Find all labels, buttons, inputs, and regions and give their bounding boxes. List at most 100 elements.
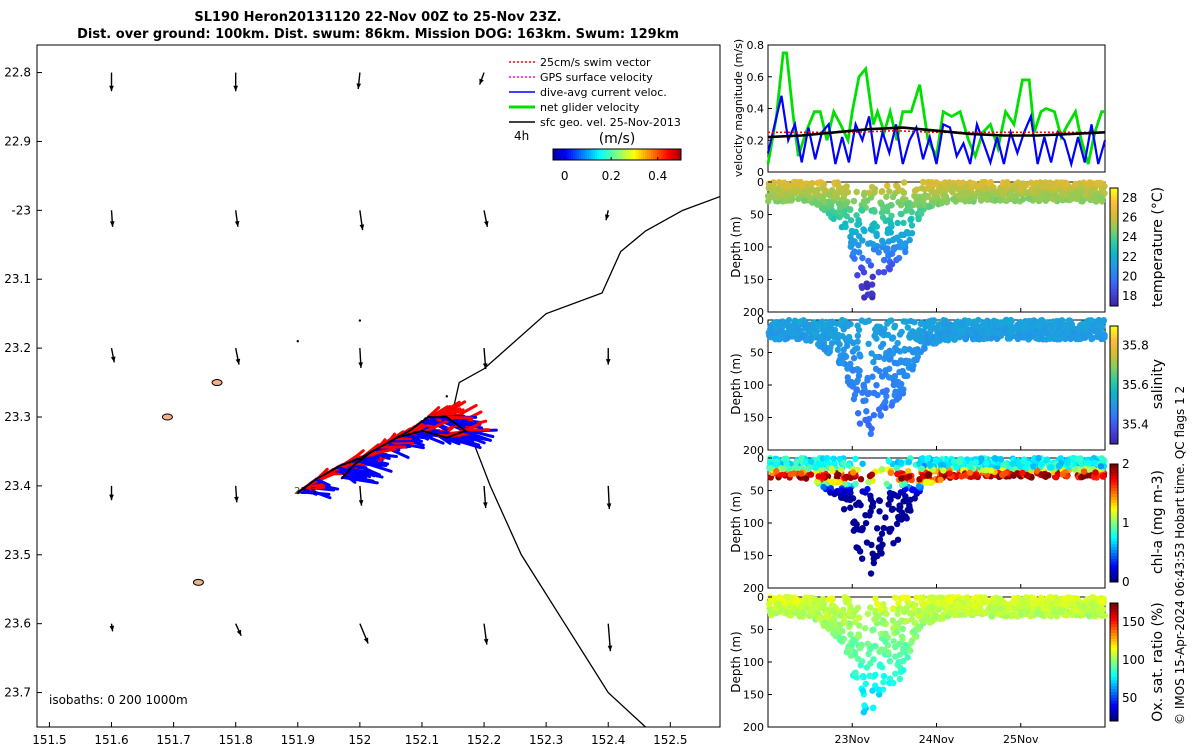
section-colorbar-swatch [1110,288,1118,292]
section-data-dot [959,327,967,335]
section-colorbar-swatch [1110,511,1118,515]
colorbar-swatch [553,149,556,160]
geo-vector-head [109,494,114,501]
section-data-dot [972,329,979,337]
section-data-dot [892,653,899,660]
section-data-dot [904,200,911,208]
section-data-dot [1036,322,1043,330]
colorbar-frame [552,148,682,161]
section-data-dot [918,465,926,473]
section-data-dot [974,190,982,197]
section-data-dot [828,596,835,604]
section-ytick-label: 0 [757,314,764,327]
section-colorbar-swatch [1110,244,1118,248]
section-data-dot [997,455,1005,463]
section-ytick-label: 0 [757,591,764,604]
section-data-dot [1019,196,1027,203]
map-ytick-label: 23.3 [4,410,31,424]
section-data-dot [1098,194,1105,201]
section-colorbar-swatch [1110,537,1118,542]
section-colorbar-swatch [1110,464,1118,468]
section-data-dot [1056,597,1063,604]
section-data-dot [827,202,835,210]
section-data-dot [857,476,865,483]
section-colorbar-swatch [1110,426,1118,430]
section-data-dot [1035,335,1043,343]
section-colorbar-swatch [1110,712,1118,716]
section-colorbar-swatch [1110,432,1118,436]
section-data-dot [882,514,889,521]
section-data-dot [825,191,833,199]
section-data-dot [852,669,859,676]
section-colorbar-swatch [1110,382,1118,386]
section-data-dot [899,635,906,643]
map-ytick-label: 23.1 [4,272,31,286]
section-data-dot [860,269,868,276]
section-data-dot [820,622,827,629]
section-colorbar-swatch [1110,573,1118,577]
section-data-dot [1097,463,1105,470]
section-data-dot [893,628,901,636]
section-data-dot [854,410,862,417]
section-data-dot [1099,456,1106,464]
section-data-dot [768,330,775,337]
section-data-dot [848,227,856,235]
section-colorbar-swatch [1110,393,1118,398]
current-vector [387,439,424,444]
section-data-dot [965,190,973,197]
section-data-dot [767,465,774,472]
colorbar-swatch [555,149,558,160]
colorbar-swatch [557,149,560,160]
section-data-dot [868,281,876,288]
section-data-dot [900,594,907,601]
swim-vector [337,461,366,469]
section-data-dot [859,389,866,396]
section-ytick-label: 100 [743,517,764,530]
colorbar-swatch [649,149,652,160]
section-data-dot [882,367,889,374]
isobath-1000m-line [452,195,721,728]
section-data-dot [854,272,861,279]
section-colorbar-swatch [1110,629,1118,633]
section-data-dot [954,606,961,613]
section-data-dot [950,458,958,465]
section-colorbar-swatch [1110,326,1118,330]
section-colorbar-swatch [1110,331,1118,336]
map-ytick-label: 23.7 [4,686,31,700]
colorbar-swatch [667,149,670,160]
section-data-dot [985,328,993,335]
section-data-dot [835,471,842,479]
section-data-dot [997,186,1004,194]
map-xtick-label: 151.7 [156,733,190,747]
section-colorbar-swatch [1110,635,1118,639]
geo-vector-head [234,496,239,503]
section-data-dot [888,261,896,268]
section-data-dot [844,322,852,330]
section-data-dot [897,489,905,496]
section-colorbar-tick-label: 24 [1122,230,1137,244]
section-data-dot [858,526,866,534]
section-colorbar-swatch [1110,567,1118,571]
section-data-dot [900,657,907,665]
section-colorbar-swatch [1110,252,1118,257]
section-data-dot [1061,321,1068,328]
section-data-dot [853,212,860,219]
section-data-dot [904,506,911,514]
section-colorbar-swatch [1110,220,1118,224]
section-data-dot [1019,180,1026,187]
geo-vector-head [109,221,115,227]
section-ytick-label: 200 [743,721,764,734]
geo-vector-head [604,214,610,221]
section-data-dot [900,646,907,653]
section-colorbar-swatch [1110,408,1118,413]
section-data-dot [928,317,935,324]
section-data-dot [850,197,858,205]
section-data-dot [1024,472,1032,479]
section-data-dot [851,391,859,398]
colorbar-swatch [655,149,658,160]
section-data-dot [1092,603,1099,610]
section-colorbar-swatch [1110,232,1118,236]
section-ytick-label: 100 [743,379,764,392]
time-axis-label: 24Nov [919,733,955,746]
